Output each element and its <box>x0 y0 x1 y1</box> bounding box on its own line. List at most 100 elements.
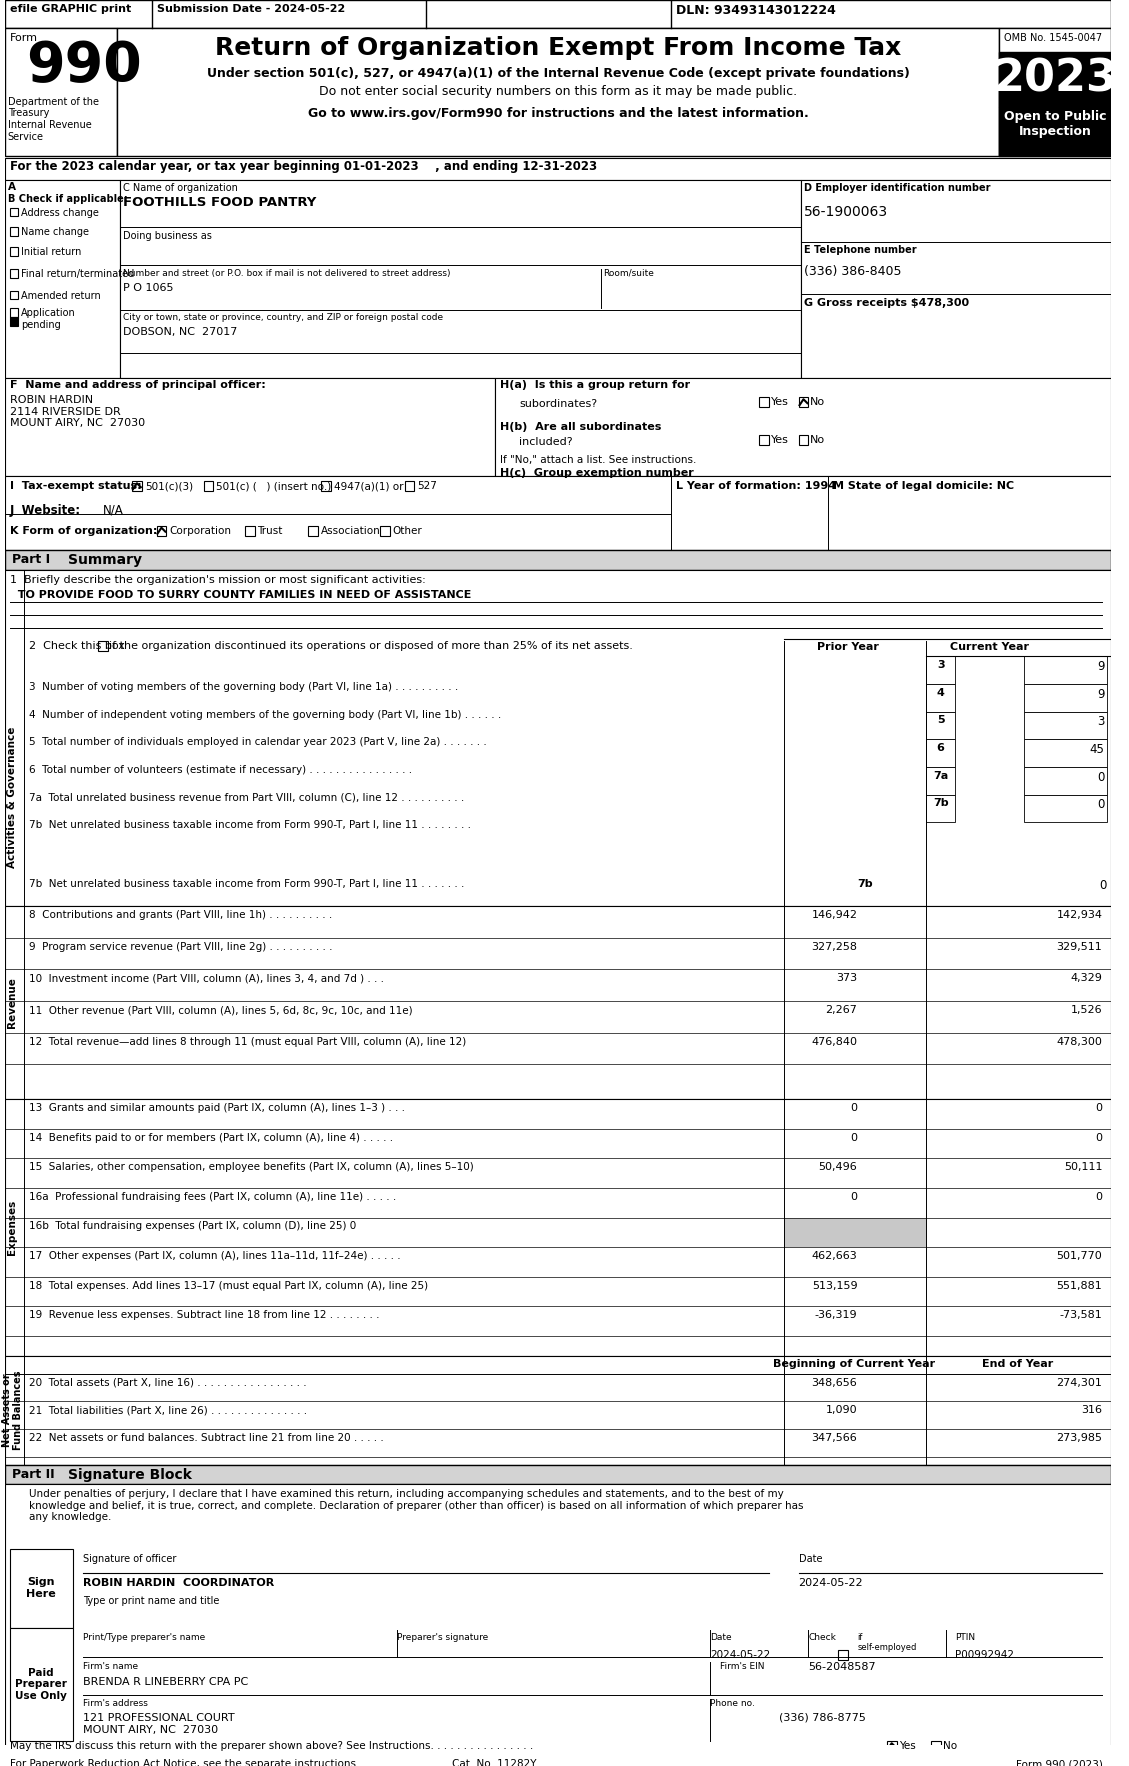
Text: Address change: Address change <box>21 208 99 217</box>
Text: 7b: 7b <box>857 878 873 888</box>
Text: Return of Organization Exempt From Income Tax: Return of Organization Exempt From Incom… <box>216 35 902 60</box>
Text: N/A: N/A <box>103 503 123 517</box>
Text: Part I: Part I <box>12 553 51 567</box>
Text: 0: 0 <box>1095 1104 1102 1113</box>
Text: 2023: 2023 <box>994 57 1118 101</box>
Text: 19  Revenue less expenses. Subtract line 18 from line 12 . . . . . . . .: 19 Revenue less expenses. Subtract line … <box>29 1310 379 1321</box>
Text: 0: 0 <box>1097 798 1104 812</box>
Text: Department of the
Treasury
Internal Revenue
Service: Department of the Treasury Internal Reve… <box>8 97 98 141</box>
Bar <box>1024 712 1108 740</box>
Text: Signature Block: Signature Block <box>69 1468 192 1482</box>
Text: 329,511: 329,511 <box>1057 941 1102 952</box>
Text: Paid
Preparer
Use Only: Paid Preparer Use Only <box>15 1667 67 1701</box>
Text: Under section 501(c), 527, or 4947(a)(1) of the Internal Revenue Code (except pr: Under section 501(c), 527, or 4947(a)(1)… <box>207 67 910 79</box>
Text: Preparer's signature: Preparer's signature <box>396 1632 488 1642</box>
Text: ROBIN HARDIN
2114 RIVERSIDE DR
MOUNT AIRY, NC  27030: ROBIN HARDIN 2114 RIVERSIDE DR MOUNT AIR… <box>9 396 145 429</box>
Text: 4,329: 4,329 <box>1070 973 1102 984</box>
Bar <box>9 318 18 327</box>
Text: No: No <box>811 397 825 408</box>
Text: If "No," attach a list. See instructions.: If "No," attach a list. See instructions… <box>500 454 695 464</box>
Text: Form: Form <box>9 32 37 42</box>
Text: efile GRAPHIC print: efile GRAPHIC print <box>9 4 131 14</box>
Text: C Name of organization: C Name of organization <box>123 184 238 192</box>
Bar <box>760 397 769 408</box>
Bar <box>999 106 1111 155</box>
Text: 14  Benefits paid to or for members (Part IX, column (A), line 4) . . . . .: 14 Benefits paid to or for members (Part… <box>29 1132 393 1143</box>
Text: 5: 5 <box>937 715 945 726</box>
Text: FOOTHILLS FOOD PANTRY: FOOTHILLS FOOD PANTRY <box>123 196 316 208</box>
Bar <box>926 712 955 740</box>
Text: 20  Total assets (Part X, line 16) . . . . . . . . . . . . . . . . .: 20 Total assets (Part X, line 16) . . . … <box>29 1377 307 1388</box>
Text: (336) 386-8405: (336) 386-8405 <box>805 265 902 277</box>
Text: 2,267: 2,267 <box>825 1005 857 1015</box>
Text: PTIN: PTIN <box>955 1632 975 1642</box>
Text: H(c)  Group exemption number: H(c) Group exemption number <box>500 468 693 479</box>
Text: End of Year: End of Year <box>982 1358 1053 1369</box>
Text: 45: 45 <box>1089 743 1104 756</box>
Text: G Gross receipts $478,300: G Gross receipts $478,300 <box>805 298 970 309</box>
Text: Association: Association <box>322 526 380 535</box>
Bar <box>926 795 955 823</box>
Text: 1  Briefly describe the organization's mission or most significant activities:: 1 Briefly describe the organization's mi… <box>9 576 426 585</box>
Text: 3: 3 <box>937 660 945 669</box>
Text: 0: 0 <box>1095 1192 1102 1203</box>
Bar <box>404 482 414 491</box>
Text: No: No <box>811 434 825 445</box>
Text: Signature of officer: Signature of officer <box>84 1554 176 1563</box>
Text: 3  Number of voting members of the governing body (Part VI, line 1a) . . . . . .: 3 Number of voting members of the govern… <box>29 682 458 692</box>
Text: 2  Check this box: 2 Check this box <box>29 641 132 652</box>
Text: 8  Contributions and grants (Part VIII, line 1h) . . . . . . . . . .: 8 Contributions and grants (Part VIII, l… <box>29 909 332 920</box>
Text: 347,566: 347,566 <box>812 1432 857 1443</box>
Bar <box>9 1549 73 1628</box>
Bar <box>1024 795 1108 823</box>
Text: Final return/terminated: Final return/terminated <box>21 268 134 279</box>
Text: 18  Total expenses. Add lines 13–17 (must equal Part IX, column (A), line 25): 18 Total expenses. Add lines 13–17 (must… <box>29 1280 428 1291</box>
Bar <box>1024 766 1108 795</box>
Text: Corporation: Corporation <box>169 526 231 535</box>
Bar <box>9 291 18 300</box>
Text: Check: Check <box>808 1632 837 1642</box>
Bar <box>5 551 1111 570</box>
Text: Initial return: Initial return <box>21 247 81 258</box>
Bar <box>121 180 802 378</box>
Bar <box>9 208 18 217</box>
Bar <box>926 683 955 712</box>
Bar <box>798 434 808 445</box>
Bar <box>98 641 107 652</box>
Text: 0: 0 <box>850 1132 857 1143</box>
Text: TO PROVIDE FOOD TO SURRY COUNTY FAMILIES IN NEED OF ASSISTANCE: TO PROVIDE FOOD TO SURRY COUNTY FAMILIES… <box>9 590 471 600</box>
Text: J  Website:: J Website: <box>9 503 80 517</box>
Text: Date: Date <box>710 1632 732 1642</box>
Text: Sign
Here: Sign Here <box>26 1577 55 1598</box>
Bar <box>5 1464 1111 1485</box>
Bar <box>926 740 955 766</box>
Bar <box>117 28 999 155</box>
Text: 527: 527 <box>418 482 437 491</box>
Text: ROBIN HARDIN  COORDINATOR: ROBIN HARDIN COORDINATOR <box>84 1579 274 1588</box>
Text: 274,301: 274,301 <box>1057 1377 1102 1388</box>
Text: 5  Total number of individuals employed in calendar year 2023 (Part V, line 2a) : 5 Total number of individuals employed i… <box>29 736 487 747</box>
Text: 15  Salaries, other compensation, employee benefits (Part IX, column (A), lines : 15 Salaries, other compensation, employe… <box>29 1162 474 1173</box>
Text: Application: Application <box>21 309 76 318</box>
Text: 327,258: 327,258 <box>812 941 857 952</box>
Text: 4  Number of independent voting members of the governing body (Part VI, line 1b): 4 Number of independent voting members o… <box>29 710 501 719</box>
Text: Yes: Yes <box>900 1741 917 1752</box>
Text: For the 2023 calendar year, or tax year beginning 01-01-2023    , and ending 12-: For the 2023 calendar year, or tax year … <box>9 161 596 173</box>
Bar <box>5 1098 1111 1356</box>
Bar <box>5 906 1111 1098</box>
Bar <box>5 477 1111 551</box>
Text: F  Name and address of principal officer:: F Name and address of principal officer: <box>9 380 265 390</box>
Text: 478,300: 478,300 <box>1057 1037 1102 1047</box>
Text: Amended return: Amended return <box>21 291 100 300</box>
Text: MOUNT AIRY, NC  27030: MOUNT AIRY, NC 27030 <box>84 1725 218 1736</box>
Text: Yes: Yes <box>771 397 789 408</box>
Text: 513,159: 513,159 <box>812 1280 857 1291</box>
Bar <box>5 28 117 155</box>
Text: 0: 0 <box>850 1192 857 1203</box>
Bar <box>203 482 213 491</box>
Text: Print/Type preparer's name: Print/Type preparer's name <box>84 1632 205 1642</box>
Text: 9: 9 <box>1097 687 1104 701</box>
Text: 121 PROFESSIONAL COURT: 121 PROFESSIONAL COURT <box>84 1713 235 1722</box>
Text: 2024-05-22: 2024-05-22 <box>710 1651 771 1660</box>
Text: 16a  Professional fundraising fees (Part IX, column (A), line 11e) . . . . .: 16a Professional fundraising fees (Part … <box>29 1192 396 1203</box>
